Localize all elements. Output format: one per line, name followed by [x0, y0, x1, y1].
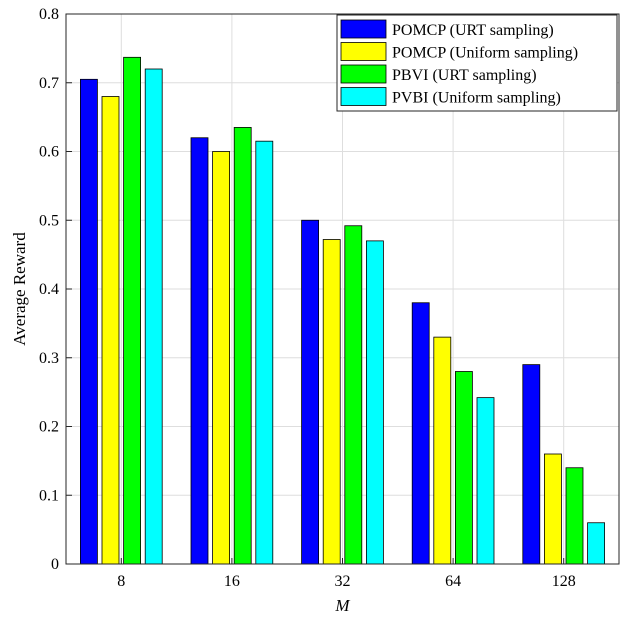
legend-swatch: [340, 87, 387, 106]
bar: [565, 467, 584, 565]
y-tick-label: 0: [51, 556, 59, 573]
legend-label: POMCP (Uniform sampling): [392, 45, 578, 62]
bar: [454, 371, 473, 565]
y-tick-label: 0.2: [39, 419, 59, 436]
bar: [80, 78, 98, 565]
y-tick-label: 0.8: [39, 6, 59, 23]
x-tick-label: 32: [335, 573, 351, 590]
legend-label: PVBI (Uniform sampling): [392, 90, 561, 107]
bar: [190, 137, 209, 565]
bar: [144, 68, 163, 565]
bar: [322, 239, 341, 565]
y-tick-label: 0.7: [39, 75, 59, 92]
y-tick-label: 0.5: [39, 212, 59, 229]
y-axis-label: Average Reward: [10, 232, 29, 346]
bar: [344, 225, 363, 565]
y-axis-ticks: 0 0.1 0.2 0.3 0.4 0.5 0.6 0.7 0.8: [39, 6, 72, 573]
bar: [255, 140, 274, 565]
bar: [544, 453, 562, 565]
bars: [80, 56, 605, 565]
legend-swatch: [340, 64, 387, 84]
x-axis-label: M: [334, 596, 350, 615]
y-tick-label: 0.4: [39, 281, 59, 298]
bar: [301, 219, 320, 565]
legend-swatch: [340, 19, 387, 39]
legend-label: POMCP (URT sampling): [392, 22, 554, 39]
bar: [476, 397, 495, 565]
x-axis-ticks: 8 16 32 64 128: [117, 558, 576, 590]
legend-label: PBVI (URT sampling): [392, 67, 537, 84]
bar: [365, 240, 384, 565]
x-tick-label: 16: [224, 573, 240, 590]
x-tick-label: 128: [552, 573, 576, 590]
bar: [212, 151, 231, 565]
x-tick-label: 8: [117, 573, 125, 590]
legend-swatch: [340, 42, 387, 61]
bar: [233, 127, 252, 565]
legend: POMCP (URT sampling) POMCP (Uniform sampl…: [336, 14, 618, 112]
bar: [433, 336, 452, 565]
bar: [123, 56, 141, 565]
bar: [101, 96, 120, 565]
y-tick-label: 0.1: [39, 487, 59, 504]
y-tick-label: 0.6: [39, 144, 59, 161]
x-tick-label: 64: [445, 573, 461, 590]
y-tick-label: 0.3: [39, 350, 59, 367]
bar: [411, 302, 430, 565]
bar: [522, 364, 541, 565]
bar: [587, 522, 605, 565]
